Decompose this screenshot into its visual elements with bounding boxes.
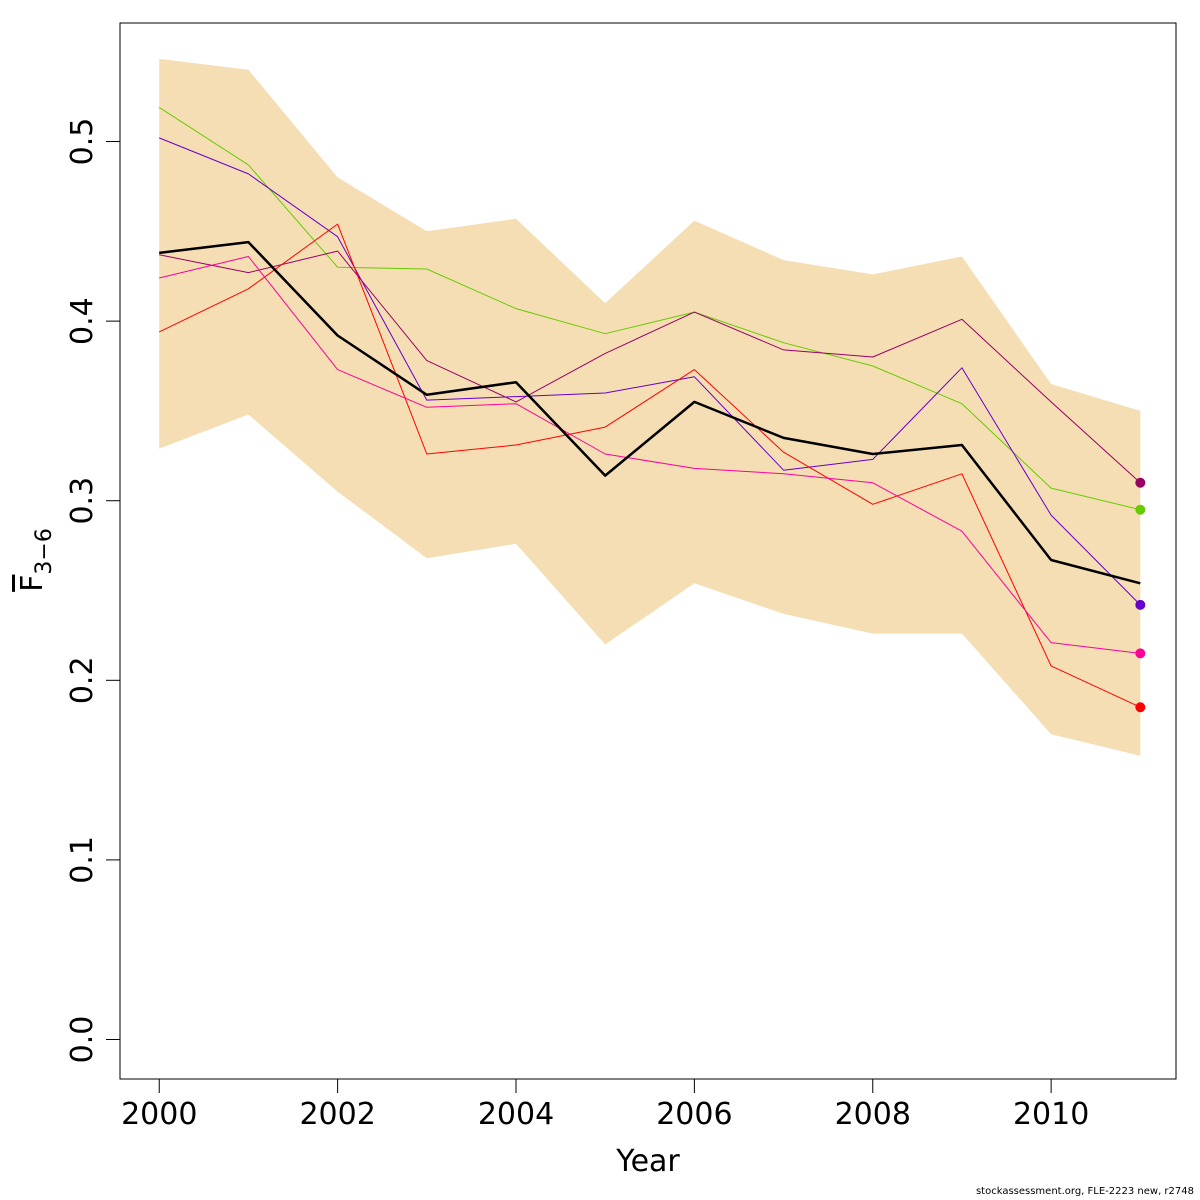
y-tick-label: 0.2: [65, 656, 100, 704]
series-endpoint-5: [1135, 702, 1146, 713]
series-line-6: [159, 256, 1141, 654]
x-axis-title: Year: [615, 1144, 680, 1179]
y-axis-title-main: F: [15, 575, 50, 592]
y-tick-label: 0.0: [65, 1016, 100, 1064]
series-line-3: [159, 137, 1141, 606]
y-axis: 0.0 0.1 0.2 0.3 0.4 0.5: [65, 118, 121, 1064]
series-line-5: [158, 223, 1141, 708]
x-tick-label: 2000: [121, 1097, 197, 1132]
y-axis-title-subscript: 3−6: [32, 528, 57, 574]
x-tick-label: 2002: [299, 1097, 375, 1132]
confidence-band-layer: [159, 58, 1141, 756]
x-tick-label: 2010: [1013, 1097, 1089, 1132]
confidence-band: [159, 58, 1141, 756]
series-endpoint-6: [1135, 648, 1146, 659]
svg-text:F3−6: F3−6: [15, 528, 57, 592]
x-tick-label: 2006: [656, 1097, 732, 1132]
series-endpoint-2: [1135, 504, 1146, 515]
footer-caption: stockassessment.org, FLE-2223 new, r2748: [975, 1186, 1194, 1197]
endpoint-markers-layer: [1135, 477, 1146, 713]
y-tick-label: 0.4: [65, 297, 100, 345]
x-axis: 2000 2002 2004 2006 2008 2010: [121, 1078, 1089, 1132]
series-endpoint-3: [1135, 599, 1146, 610]
series-line-2: [158, 106, 1141, 511]
y-tick-label: 0.5: [65, 118, 100, 166]
y-axis-title: F3−6: [15, 528, 57, 592]
series-layer: [158, 106, 1141, 708]
x-tick-label: 2008: [835, 1097, 911, 1132]
y-tick-label: 0.1: [65, 836, 100, 884]
x-tick-label: 2004: [478, 1097, 554, 1132]
series-line-1: [159, 240, 1141, 585]
series-endpoint-4: [1135, 477, 1146, 488]
series-line-4: [159, 250, 1141, 484]
y-tick-label: 0.3: [65, 477, 100, 525]
